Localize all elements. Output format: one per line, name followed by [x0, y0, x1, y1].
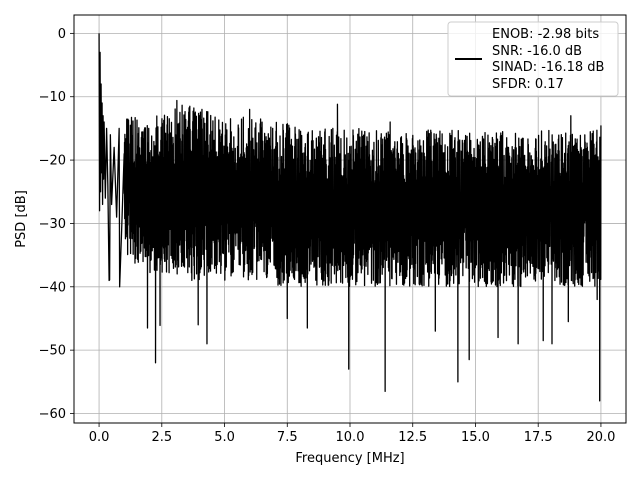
x-tick-label: 10.0 — [336, 430, 365, 445]
y-tick-label: −20 — [39, 154, 66, 169]
psd-series-line — [98, 33, 602, 402]
y-axis-label: PSD [dB] — [14, 190, 29, 248]
x-tick-label: 15.0 — [461, 430, 490, 445]
x-tick-label: 20.0 — [586, 430, 615, 445]
x-axis-label: Frequency [MHz] — [295, 451, 404, 466]
x-tick-label: 0.0 — [89, 430, 110, 445]
y-tick-label: −50 — [39, 344, 66, 359]
legend: ENOB: -2.98 bits SNR: -16.0 dB SINAD: -1… — [447, 21, 619, 97]
y-tick-label: −10 — [39, 90, 66, 105]
x-tick-label: 17.5 — [524, 430, 553, 445]
legend-entry-sfdr: SFDR: 0.17 — [492, 77, 564, 92]
y-axis-ticks: 0 −10 −20 −30 −40 −50 −60 — [39, 27, 74, 422]
legend-box — [447, 21, 619, 97]
y-tick-label: −40 — [39, 280, 66, 295]
legend-entry-snr: SNR: -16.0 dB — [492, 44, 582, 59]
x-tick-label: 5.0 — [214, 430, 235, 445]
x-tick-label: 2.5 — [151, 430, 172, 445]
legend-entry-enob: ENOB: -2.98 bits — [492, 27, 599, 42]
psd-trace — [98, 33, 602, 402]
y-tick-label: −30 — [39, 217, 66, 232]
y-tick-label: −60 — [39, 407, 66, 422]
legend-entry-sinad: SINAD: -16.18 dB — [492, 60, 604, 75]
x-tick-label: 7.5 — [277, 430, 298, 445]
x-tick-label: 12.5 — [398, 430, 427, 445]
y-tick-label: 0 — [58, 27, 66, 42]
x-axis-ticks: 0.0 2.5 5.0 7.5 10.0 12.5 15.0 17.5 20.0 — [89, 423, 615, 445]
